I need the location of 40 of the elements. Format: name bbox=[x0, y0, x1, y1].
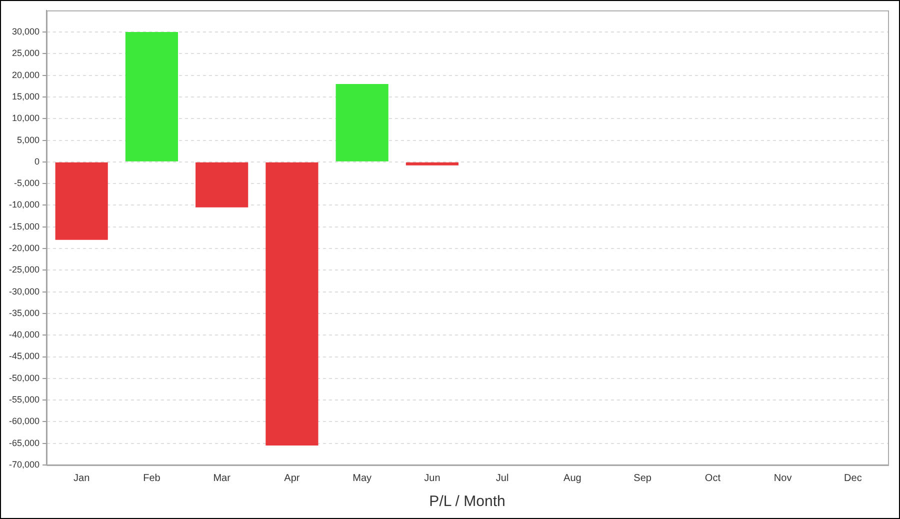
y-tick-label: 30,000 bbox=[12, 26, 40, 37]
bar bbox=[406, 162, 458, 166]
y-tick-label: 25,000 bbox=[12, 48, 40, 58]
y-tick-label: -55,000 bbox=[8, 394, 40, 405]
y-tick-label: -60,000 bbox=[8, 416, 40, 426]
y-tick-label: 5,000 bbox=[16, 134, 40, 145]
y-tick-label: -45,000 bbox=[8, 351, 40, 362]
y-tick-label: -5,000 bbox=[14, 178, 40, 188]
x-tick-label: Sep bbox=[634, 472, 652, 484]
y-tick-label: 15,000 bbox=[12, 91, 40, 102]
y-tick-label: 0 bbox=[34, 156, 40, 166]
x-tick-label: Mar bbox=[213, 472, 232, 484]
bar bbox=[125, 32, 178, 162]
y-tick-label: -35,000 bbox=[8, 308, 40, 318]
y-tick-label: -65,000 bbox=[8, 438, 40, 448]
y-tick-label: -70,000 bbox=[8, 459, 40, 470]
x-tick-label: Feb bbox=[143, 472, 161, 484]
x-axis-title: P/L / Month bbox=[429, 493, 506, 510]
y-tick-label: -15,000 bbox=[8, 221, 40, 232]
y-tick-label: -30,000 bbox=[8, 286, 40, 296]
x-tick-label: Apr bbox=[284, 472, 300, 484]
x-tick-label: Jan bbox=[74, 472, 90, 484]
x-tick-label: Nov bbox=[774, 472, 792, 484]
y-tick-label: -25,000 bbox=[8, 264, 40, 275]
bar bbox=[196, 162, 248, 208]
x-tick-label: May bbox=[352, 472, 372, 484]
y-tick-label: -40,000 bbox=[8, 330, 40, 340]
x-tick-label: Jun bbox=[424, 472, 440, 484]
y-tick-label: -10,000 bbox=[8, 200, 40, 210]
bar bbox=[55, 162, 108, 240]
y-tick-label: -50,000 bbox=[8, 372, 40, 383]
bar bbox=[266, 162, 318, 446]
x-tick-label: Dec bbox=[844, 472, 862, 484]
x-tick-label: Oct bbox=[704, 472, 721, 484]
bar bbox=[336, 84, 388, 162]
y-tick-label: 20,000 bbox=[12, 70, 40, 80]
y-tick-label: -20,000 bbox=[8, 243, 40, 254]
x-tick-label: Aug bbox=[564, 472, 582, 484]
y-tick-label: 10,000 bbox=[12, 113, 40, 124]
x-tick-label: Jul bbox=[496, 472, 509, 484]
